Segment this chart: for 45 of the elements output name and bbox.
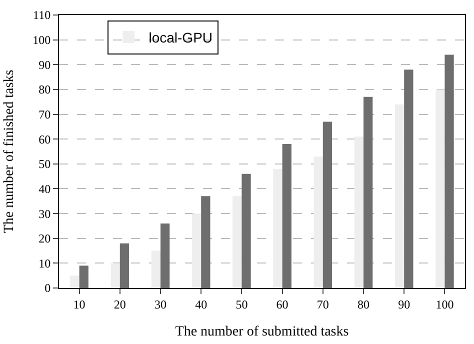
x-tick-label: 90 xyxy=(398,297,410,312)
y-tick-label: 100 xyxy=(32,33,51,48)
y-tick-label: 30 xyxy=(38,206,51,221)
bar xyxy=(444,54,454,288)
x-axis-title: The number of submitted tasks xyxy=(175,324,349,340)
y-tick-label: 60 xyxy=(38,132,51,146)
x-tick-label: 40 xyxy=(195,297,208,312)
legend-label: local-GPU xyxy=(148,30,213,46)
x-tick-label: 100 xyxy=(436,297,454,312)
bar xyxy=(120,243,130,288)
y-tick-label: 40 xyxy=(38,182,51,196)
bar xyxy=(273,168,282,288)
x-tick-label: 80 xyxy=(358,297,370,312)
bar xyxy=(394,104,404,288)
bar xyxy=(354,136,364,288)
x-tick-label: 30 xyxy=(154,297,166,312)
bar xyxy=(79,266,88,288)
bar xyxy=(404,70,414,288)
bar xyxy=(201,196,210,288)
bar xyxy=(314,156,323,288)
y-tick-label: 90 xyxy=(38,58,51,72)
bar xyxy=(282,144,292,288)
bar xyxy=(160,223,170,288)
x-tick-label: 10 xyxy=(73,297,86,312)
bar xyxy=(364,96,373,288)
y-tick-label: 80 xyxy=(38,82,51,97)
bar xyxy=(151,250,160,288)
y-tick-label: 50 xyxy=(38,157,51,172)
x-tick-label: 70 xyxy=(316,297,329,312)
bar xyxy=(192,214,202,288)
y-tick-label: 110 xyxy=(33,8,51,22)
y-axis-title: The number of finished tasks xyxy=(2,70,18,234)
y-tick-label: 0 xyxy=(44,281,51,296)
x-tick-label: 50 xyxy=(236,297,248,312)
bar xyxy=(242,174,251,288)
y-tick-label: 70 xyxy=(38,107,51,122)
bar xyxy=(322,122,332,288)
bar xyxy=(110,263,120,288)
bar xyxy=(232,196,242,288)
x-tick-label: 60 xyxy=(276,297,288,312)
y-tick-label: 10 xyxy=(38,256,51,270)
bar xyxy=(70,276,80,288)
bar xyxy=(436,89,445,288)
x-tick-label: 20 xyxy=(114,297,126,312)
y-tick-label: 20 xyxy=(38,232,51,246)
